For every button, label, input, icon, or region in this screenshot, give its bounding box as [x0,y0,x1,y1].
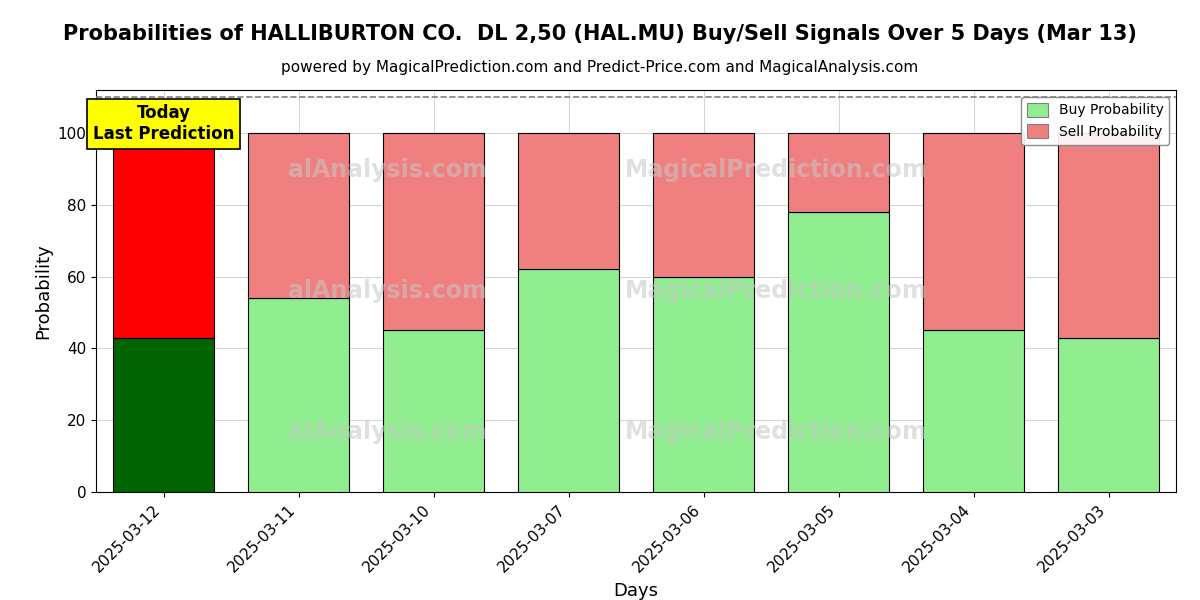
Text: Today
Last Prediction: Today Last Prediction [92,104,234,143]
Bar [248,298,349,492]
Text: MagicalPrediction.com: MagicalPrediction.com [625,158,928,182]
Text: alAnalysis.com: alAnalysis.com [288,420,487,444]
Bar [653,133,754,277]
Text: powered by MagicalPrediction.com and Predict-Price.com and MagicalAnalysis.com: powered by MagicalPrediction.com and Pre… [281,60,919,75]
Text: Probabilities of HALLIBURTON CO.  DL 2,50 (HAL.MU) Buy/Sell Signals Over 5 Days : Probabilities of HALLIBURTON CO. DL 2,50… [64,24,1136,44]
Text: alAnalysis.com: alAnalysis.com [288,279,487,303]
Text: MagicalPrediction.com: MagicalPrediction.com [625,279,928,303]
Bar [788,212,889,492]
Bar [653,277,754,492]
Legend: Buy Probability, Sell Probability: Buy Probability, Sell Probability [1021,97,1169,145]
Bar [1058,133,1159,338]
Bar [1058,338,1159,492]
Bar [923,133,1024,331]
Y-axis label: Probability: Probability [34,243,52,339]
Bar [248,133,349,298]
Bar [383,331,484,492]
Text: alAnalysis.com: alAnalysis.com [288,158,487,182]
X-axis label: Days: Days [613,581,659,599]
Bar [788,133,889,212]
Bar [518,269,619,492]
Bar [383,133,484,331]
Bar [518,133,619,269]
Bar [113,133,214,338]
Text: MagicalPrediction.com: MagicalPrediction.com [625,420,928,444]
Bar [923,331,1024,492]
Bar [113,338,214,492]
